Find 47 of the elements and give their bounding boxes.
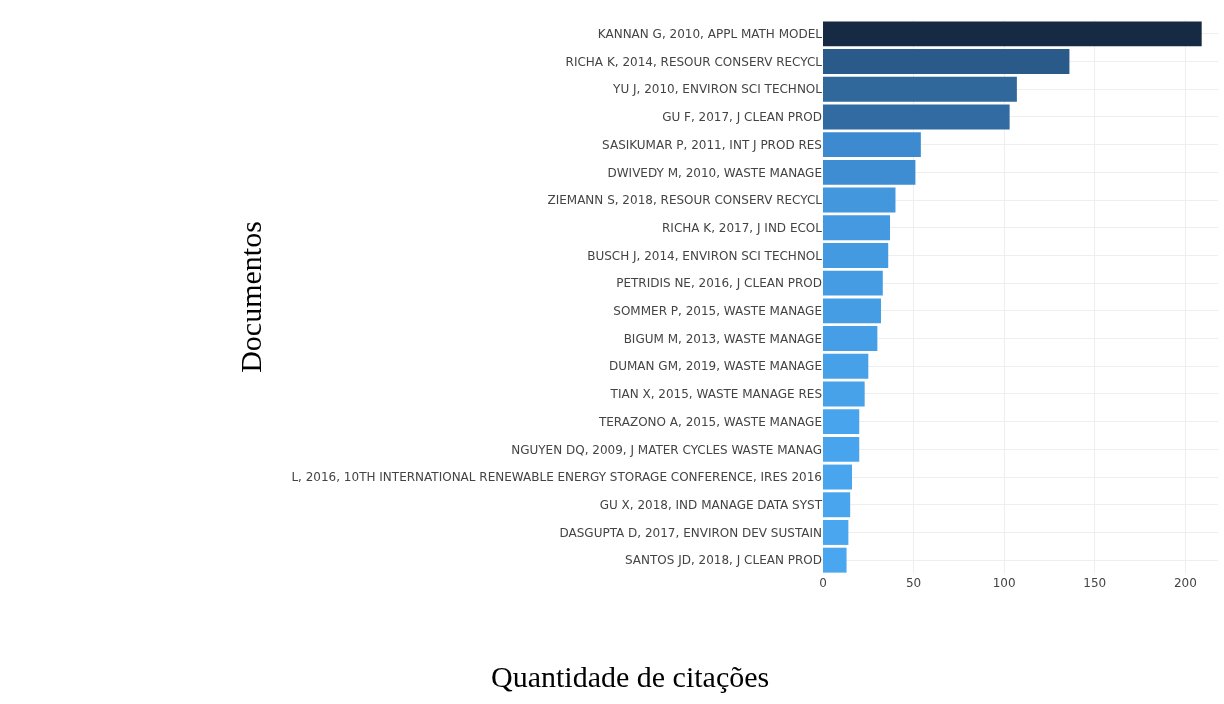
- bar: [823, 492, 851, 518]
- x-tick-label: 150: [1083, 576, 1107, 590]
- bar: [823, 21, 1202, 47]
- bar: [823, 547, 847, 573]
- y-tick-label: RICHA K, 2017, J IND ECOL: [662, 220, 823, 235]
- bar: [823, 104, 1010, 130]
- y-tick-label: NGUYEN DQ, 2009, J MATER CYCLES WASTE MANAG: [511, 442, 822, 457]
- y-tick-label: SANTOS JD, 2018, J CLEAN PROD: [624, 553, 822, 568]
- y-tick-label: BUSCH J, 2014, ENVIRON SCI TECHNOL: [587, 248, 823, 263]
- y-tick-label: BIGUM M, 2013, WASTE MANAGE: [623, 331, 822, 346]
- bar: [823, 381, 865, 407]
- y-tick-label: DWIVEDY M, 2010, WASTE MANAGE: [607, 165, 822, 180]
- bar: [823, 353, 869, 379]
- bar: [823, 519, 849, 545]
- x-tick-label: 200: [1173, 576, 1197, 590]
- bar: [823, 270, 883, 296]
- bar: [823, 436, 860, 462]
- y-tick-label: SASIKUMAR P, 2011, INT J PROD RES: [602, 137, 822, 152]
- bar: [823, 326, 878, 352]
- y-tick-label: L, 2016, 10TH INTERNATIONAL RENEWABLE ENERGY STORAGE CONFERENCE, IRES 2016: [291, 470, 822, 485]
- y-tick-label: DASGUPTA D, 2017, ENVIRON DEV SUSTAIN: [559, 525, 822, 540]
- bar: [823, 215, 891, 241]
- x-tick-label: 50: [905, 576, 922, 590]
- bar: [823, 76, 1017, 102]
- x-tick-label: 100: [992, 576, 1016, 590]
- x-axis-title: Quantidade de citações: [491, 660, 770, 693]
- bar: [823, 132, 921, 158]
- x-tick-label: 0: [819, 576, 827, 590]
- y-tick-label: TIAN X, 2015, WASTE MANAGE RES: [609, 387, 822, 402]
- y-tick-label: GU X, 2018, IND MANAGE DATA SYST: [599, 497, 823, 512]
- y-tick-label: KANNAN G, 2010, APPL MATH MODEL: [597, 27, 823, 42]
- bar: [823, 242, 889, 268]
- bar: [823, 49, 1070, 75]
- y-tick-label: PETRIDIS NE, 2016, J CLEAN PROD: [616, 276, 822, 291]
- y-tick-label: ZIEMANN S, 2018, RESOUR CONSERV RECYCL: [547, 193, 823, 208]
- bar: [823, 298, 881, 324]
- y-tick-label: SOMMER P, 2015, WASTE MANAGE: [613, 304, 822, 319]
- y-tick-label: YU J, 2010, ENVIRON SCI TECHNOL: [612, 82, 823, 97]
- y-tick-label: DUMAN GM, 2019, WASTE MANAGE: [608, 359, 822, 374]
- y-tick-label: RICHA K, 2014, RESOUR CONSERV RECYCL: [565, 54, 823, 69]
- bar: [823, 159, 916, 185]
- y-axis-title: Documentos: [234, 221, 268, 373]
- y-tick-label: TERAZONO A, 2015, WASTE MANAGE: [597, 414, 822, 429]
- bar: [823, 409, 860, 435]
- y-tick-label: GU F, 2017, J CLEAN PROD: [662, 110, 822, 125]
- bar: [823, 464, 852, 490]
- bar: [823, 187, 896, 213]
